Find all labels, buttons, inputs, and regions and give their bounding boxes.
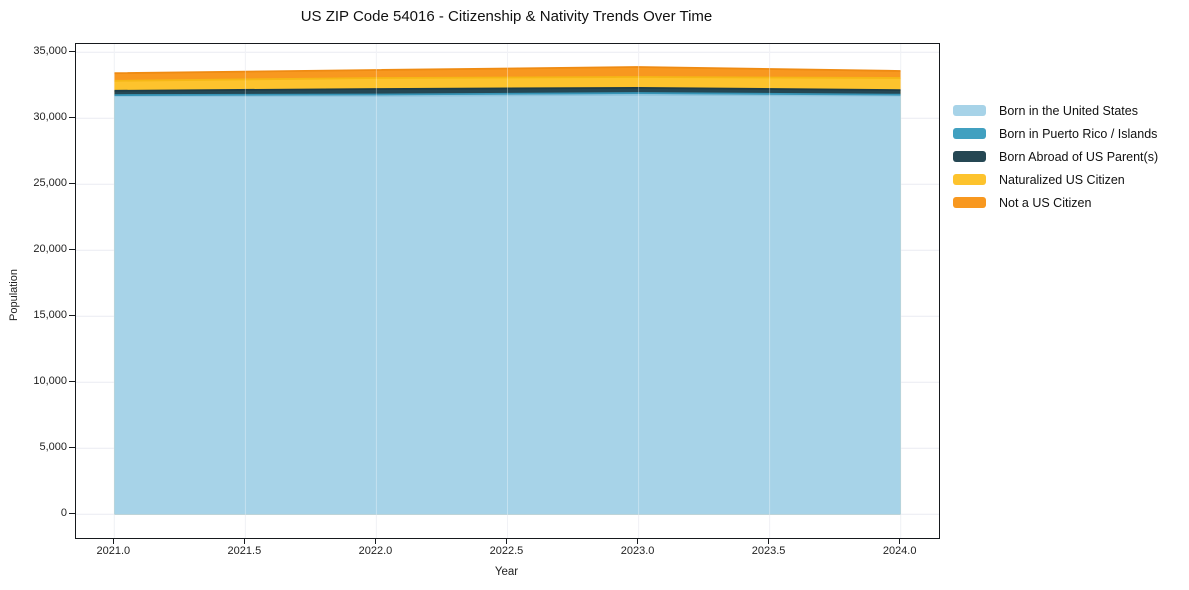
y-tick-label: 0 xyxy=(60,506,67,519)
legend-item: Born in Puerto Rico / Islands xyxy=(953,126,1158,141)
y-tick-mark xyxy=(69,512,75,514)
x-tick-mark xyxy=(899,538,901,545)
stacked-area-chart xyxy=(76,44,939,538)
x-tick-mark xyxy=(374,538,377,545)
y-tick-mark xyxy=(69,116,75,118)
x-tick-label: 2022.0 xyxy=(358,545,393,557)
legend-item: Born Abroad of US Parent(s) xyxy=(953,149,1159,164)
x-axis-title: Year xyxy=(494,566,519,578)
chart-title: US ZIP Code 54016 - Citizenship & Nativi… xyxy=(300,8,713,25)
legend: Born in the United States Born in Puerto … xyxy=(953,103,1159,210)
legend-swatch xyxy=(953,128,986,139)
plot-area xyxy=(75,43,940,539)
y-tick-label: 10,000 xyxy=(33,374,67,387)
area-edge-line xyxy=(114,92,901,96)
legend-swatch xyxy=(953,105,986,116)
legend-swatch xyxy=(953,151,986,162)
area-band xyxy=(114,94,901,515)
y-tick-mark xyxy=(69,380,75,382)
y-tick-mark xyxy=(69,446,75,448)
y-tick-mark xyxy=(69,248,75,250)
legend-swatch xyxy=(953,174,986,185)
area-edge-line xyxy=(114,66,901,75)
legend-label: Born in Puerto Rico / Islands xyxy=(999,126,1158,141)
x-tick-mark xyxy=(768,538,770,545)
legend-item: Naturalized US Citizen xyxy=(953,172,1158,187)
y-tick-label: 35,000 xyxy=(33,44,67,57)
x-tick-label: 2023.0 xyxy=(620,545,655,557)
x-tick-label: 2023.5 xyxy=(751,545,786,557)
x-tick-mark xyxy=(243,538,246,545)
legend-label: Naturalized US Citizen xyxy=(999,172,1125,187)
area-edge-line xyxy=(114,86,901,92)
x-tick-label: 2022.5 xyxy=(489,545,524,557)
y-tick-label: 15,000 xyxy=(33,308,67,321)
y-tick-mark xyxy=(69,50,75,52)
y-tick-label: 20,000 xyxy=(33,242,67,255)
area-edge-line xyxy=(114,76,901,82)
x-tick-mark xyxy=(637,538,639,545)
y-tick-mark xyxy=(69,314,75,316)
x-tick-mark xyxy=(505,538,508,545)
y-tick-label: 25,000 xyxy=(33,176,67,189)
x-tick-mark xyxy=(112,538,115,545)
y-tick-label: 30,000 xyxy=(33,110,67,123)
legend-label: Not a US Citizen xyxy=(999,195,1092,210)
y-axis-title: Population xyxy=(8,269,20,321)
area-edge-line xyxy=(114,93,901,97)
y-tick-label: 5,000 xyxy=(39,440,67,453)
x-tick-label: 2024.0 xyxy=(882,545,917,557)
legend-item: Born in the United States xyxy=(953,103,1158,118)
legend-label: Born Abroad of US Parent(s) xyxy=(999,149,1159,164)
legend-label: Born in the United States xyxy=(999,103,1138,118)
legend-item: Not a US Citizen xyxy=(953,195,1158,210)
x-tick-label: 2021.0 xyxy=(96,545,131,557)
x-tick-label: 2021.5 xyxy=(227,545,262,557)
y-tick-mark xyxy=(69,182,75,184)
legend-swatch xyxy=(953,197,986,208)
